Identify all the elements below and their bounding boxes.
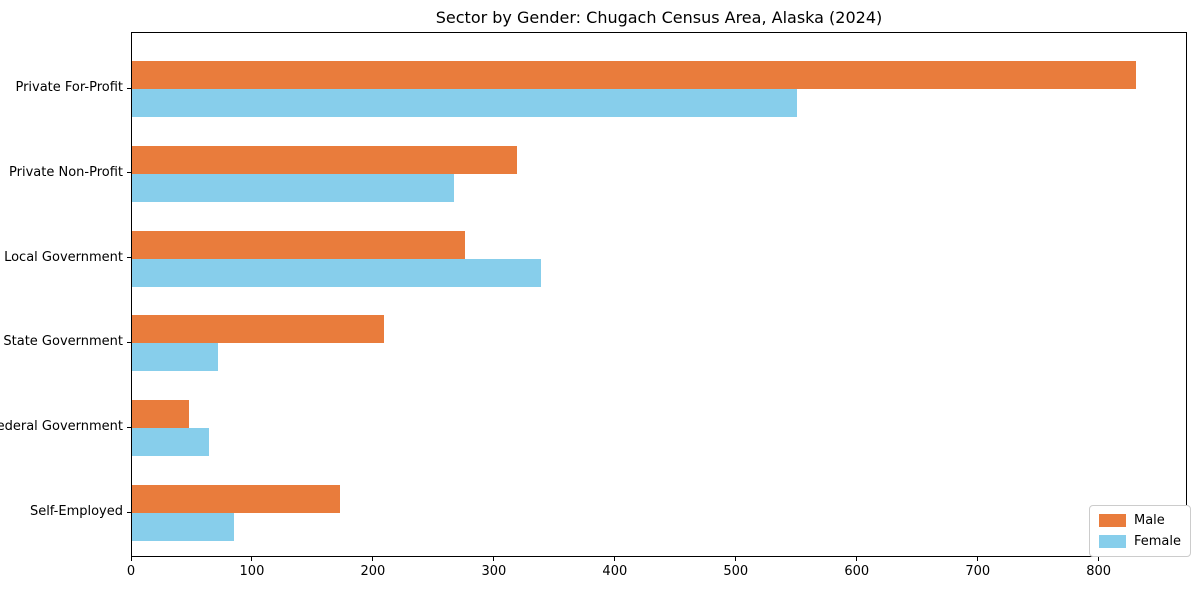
- x-tick-label-700: 700: [965, 564, 991, 579]
- legend-entry-female: Female: [1099, 534, 1181, 549]
- x-tick-label-600: 600: [844, 564, 870, 579]
- y-tick-label-private-non-profit: Private Non-Profit: [9, 164, 123, 180]
- plot-area: [131, 32, 1187, 557]
- y-tick-federal-government: [127, 426, 131, 428]
- y-tick-state-government: [127, 341, 131, 343]
- y-tick-private-non-profit: [127, 172, 131, 174]
- bar-male-private-non-profit: [132, 145, 517, 174]
- legend-label-male: Male: [1134, 513, 1165, 528]
- x-tick-label-400: 400: [602, 564, 628, 579]
- x-tick-label-500: 500: [723, 564, 749, 579]
- legend-label-female: Female: [1134, 534, 1182, 549]
- x-tick-200: [372, 557, 374, 561]
- bar-female-state-government: [132, 343, 218, 372]
- legend-entry-male: Male: [1099, 513, 1181, 528]
- bar-female-federal-government: [132, 428, 210, 457]
- y-tick-private-for-profit: [127, 87, 131, 89]
- bar-male-self-employed: [132, 485, 341, 513]
- x-tick-400: [614, 557, 616, 561]
- y-tick-label-private-for-profit: Private For-Profit: [15, 80, 123, 95]
- y-tick-label-self-employed: Self-Employed: [29, 504, 123, 519]
- x-tick-label-100: 100: [239, 564, 265, 579]
- x-tick-300: [493, 557, 495, 561]
- x-tick-0: [130, 557, 132, 561]
- y-tick-label-local-government: Local Government: [4, 249, 123, 265]
- bar-male-local-government: [132, 230, 465, 259]
- chart-title: Sector by Gender: Chugach Census Area, A…: [435, 8, 883, 27]
- legend: Male Female: [1089, 505, 1192, 557]
- bar-female-self-employed: [132, 513, 234, 541]
- bar-female-local-government: [132, 258, 541, 287]
- x-tick-700: [977, 557, 979, 561]
- x-tick-100: [251, 557, 253, 561]
- x-tick-500: [735, 557, 737, 561]
- x-tick-label-800: 800: [1086, 564, 1112, 579]
- y-tick-label-federal-government: Federal Government: [0, 419, 123, 435]
- bar-male-federal-government: [132, 400, 189, 429]
- legend-swatch-female: [1099, 535, 1126, 548]
- bar-female-private-non-profit: [132, 173, 454, 202]
- bar-male-state-government: [132, 315, 384, 344]
- x-tick-800: [1098, 557, 1100, 561]
- y-tick-local-government: [127, 257, 131, 259]
- legend-swatch-male: [1099, 514, 1126, 527]
- y-tick-label-state-government: State Government: [3, 334, 123, 350]
- x-tick-label-300: 300: [481, 564, 507, 579]
- y-tick-self-employed: [127, 511, 131, 513]
- x-tick-600: [856, 557, 858, 561]
- bar-male-private-for-profit: [132, 61, 1136, 89]
- x-tick-label-0: 0: [126, 564, 136, 579]
- x-tick-label-200: 200: [360, 564, 386, 579]
- bar-female-private-for-profit: [132, 89, 798, 117]
